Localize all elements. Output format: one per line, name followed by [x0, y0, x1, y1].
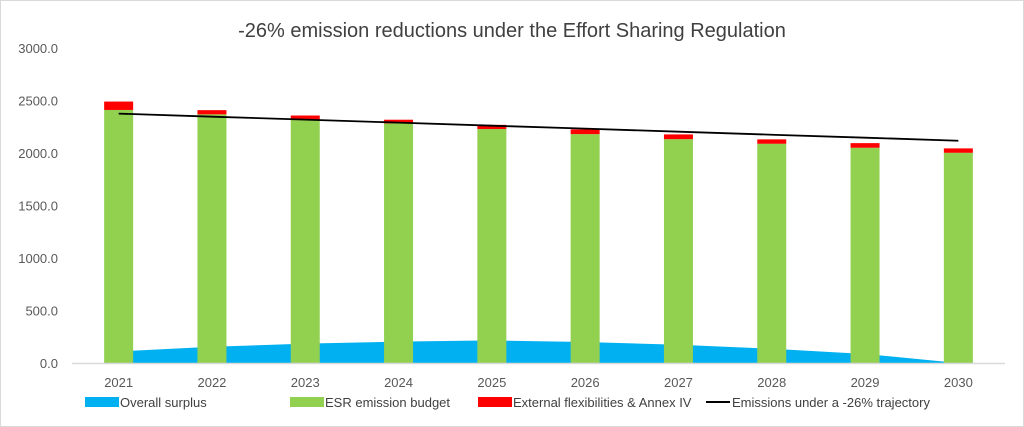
external-flexibilities-bar	[384, 119, 414, 124]
y-tick-label: 2000.0	[18, 146, 58, 161]
esr-budget-bar	[290, 120, 320, 363]
external-flexibilities-bar	[477, 124, 507, 130]
legend-label: Emissions under a -26% trajectory	[732, 395, 930, 410]
x-tick-label: 2029	[851, 375, 880, 390]
legend-label: Overall surplus	[120, 395, 207, 410]
x-tick-label: 2023	[291, 375, 320, 390]
esr-budget-bar	[384, 123, 414, 363]
esr-budget-bar	[477, 129, 507, 363]
trajectory-line	[118, 112, 959, 142]
legend-label: External flexibilities & Annex IV	[513, 395, 692, 410]
x-tick-label: 2030	[944, 375, 973, 390]
esr-budget-bar	[663, 139, 693, 363]
external-flexibilities-bar	[663, 134, 693, 140]
esr-budget-bar	[943, 152, 973, 363]
x-tick-label: 2024	[384, 375, 413, 390]
chart-title: -26% emission reductions under the Effor…	[238, 20, 786, 42]
external-flexibilities-bar	[104, 101, 134, 110]
external-flexibilities-bar	[943, 148, 973, 153]
external-flexibilities-bar	[757, 139, 787, 144]
external-flexibilities-bar	[290, 115, 320, 121]
x-tick-label: 2026	[571, 375, 600, 390]
y-tick-label: 1500.0	[18, 199, 58, 214]
esr-budget-bar	[104, 109, 134, 363]
legend-swatch	[478, 397, 512, 407]
x-tick-label: 2022	[197, 375, 226, 390]
surplus-area	[118, 340, 959, 363]
y-tick-label: 2500.0	[18, 94, 58, 109]
y-tick-label: 3000.0	[18, 41, 58, 56]
external-flexibilities-bar	[570, 129, 600, 135]
y-tick-label: 0.0	[40, 356, 58, 371]
x-tick-label: 2025	[477, 375, 506, 390]
x-tick-label: 2027	[664, 375, 693, 390]
legend-swatch	[290, 397, 324, 407]
esr-budget-bar	[850, 147, 880, 363]
x-tick-label: 2021	[104, 375, 133, 390]
x-tick-label: 2028	[757, 375, 786, 390]
external-flexibilities-bar	[850, 143, 880, 148]
legend-swatch	[85, 397, 119, 407]
esr-budget-bar	[757, 143, 787, 363]
y-tick-label: 1000.0	[18, 251, 58, 266]
esr-budget-bar	[197, 114, 227, 363]
esr-budget-bar	[570, 134, 600, 363]
legend-label: ESR emission budget	[325, 395, 450, 410]
y-tick-label: 500.0	[25, 304, 58, 319]
external-flexibilities-bar	[197, 110, 227, 115]
